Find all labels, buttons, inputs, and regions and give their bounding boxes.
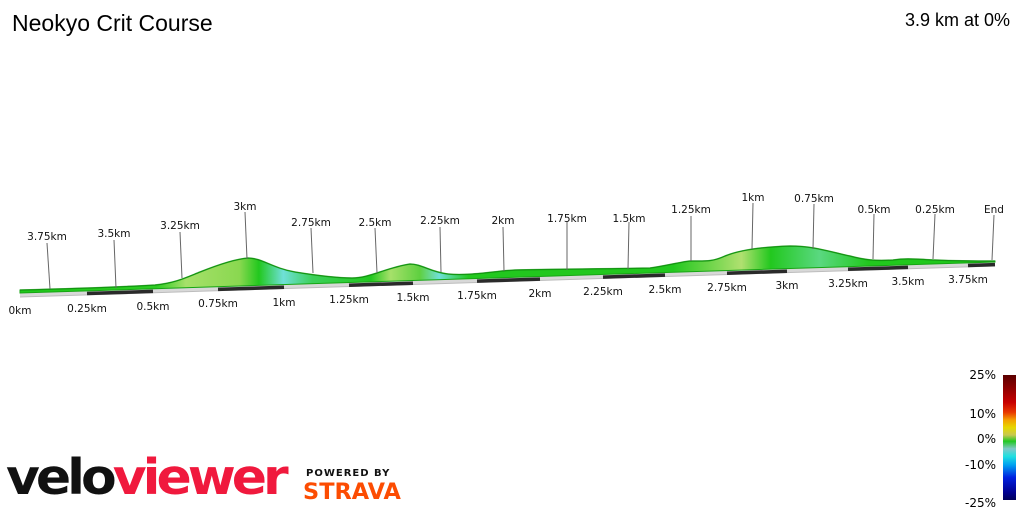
from-start-label: 3.75km [948,274,988,286]
route-summary: 3.9 km at 0% [904,10,1010,30]
logo-viewer: viewer [112,449,289,507]
to-end-label: 3km [234,201,257,213]
legend-label-0: 0% [976,432,996,446]
from-start-label: 1.5km [396,292,429,304]
to-end-label: 2.5km [358,217,391,229]
from-start-label: 3.5km [891,276,924,288]
from-start-label: 2.5km [648,284,681,296]
to-end-label: 2.75km [291,217,331,229]
logo-velo: velo [6,449,117,507]
to-end-label: 2km [492,215,515,227]
to-end-markers [46,202,995,290]
to-end-label: 1.75km [547,213,587,225]
strava-logo[interactable]: STRAVA [303,480,401,505]
from-start-label: 0.75km [198,298,238,310]
to-end-label: 3.5km [97,228,130,240]
powered-by-text: POWERED BY [306,468,391,479]
route-title: Neokyo Crit Course [12,10,213,36]
from-start-label: 1.25km [329,294,369,306]
legend-label-25: 25% [969,368,996,382]
from-start-label: 2.75km [707,282,747,294]
from-start-label: 2.25km [583,286,623,298]
to-end-label: 1.25km [671,204,711,216]
to-end-label: 0.25km [915,204,955,216]
to-end-label: 3.25km [160,220,200,232]
to-end-label: 3.75km [27,231,67,243]
legend-label-10: 10% [969,407,996,421]
from-start-label: 2km [529,288,552,300]
from-start-label: 3.25km [828,278,868,290]
legend-label-minus-25: -25% [964,496,996,510]
from-start-label: 0.25km [67,303,107,315]
veloviewer-logo[interactable]: veloviewer [6,449,289,507]
to-end-label: 2.25km [420,215,460,227]
end-label: End [984,204,1004,216]
distance-baseline [19,262,996,298]
to-end-label: 1.5km [612,213,645,225]
from-start-label: 3km [776,280,799,292]
to-end-label: 1km [742,192,765,204]
legend-label-minus-10: -10% [964,458,996,472]
to-end-label: 0.5km [857,204,890,216]
from-start-label: 0.5km [136,301,169,313]
from-start-label: 1.75km [457,290,497,302]
from-start-label: 1km [273,297,296,309]
from-start-label: 0km [9,305,32,317]
to-end-label: 0.75km [794,193,834,205]
gradient-colorbar [1003,375,1016,500]
